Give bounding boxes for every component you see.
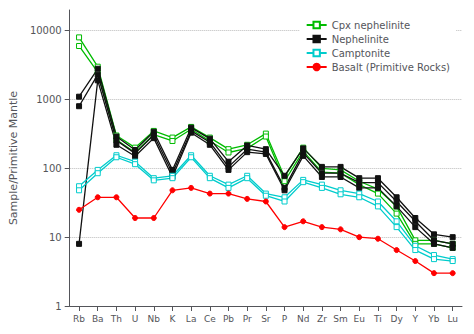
svg-text:Pb: Pb	[223, 314, 234, 324]
svg-text:Pr: Pr	[243, 314, 252, 324]
svg-text:U: U	[132, 314, 139, 324]
svg-text:10000: 10000	[30, 25, 62, 36]
svg-text:Camptonite: Camptonite	[332, 48, 390, 59]
svg-text:Dy: Dy	[390, 314, 403, 324]
svg-text:Zr: Zr	[317, 314, 327, 324]
svg-text:Sm: Sm	[333, 314, 347, 324]
svg-text:1000: 1000	[36, 94, 61, 105]
svg-text:Ce: Ce	[204, 314, 216, 324]
svg-text:10: 10	[49, 232, 62, 243]
svg-text:Th: Th	[110, 314, 122, 324]
svg-text:Sr: Sr	[261, 314, 271, 324]
svg-text:Cpx nephelinite: Cpx nephelinite	[332, 20, 411, 31]
svg-text:La: La	[186, 314, 197, 324]
svg-text:Sample/Primitive Mantle: Sample/Primitive Mantle	[7, 91, 20, 225]
svg-text:P: P	[282, 314, 288, 324]
svg-text:1: 1	[55, 301, 61, 312]
svg-text:Ti: Ti	[373, 314, 382, 324]
svg-text:Nd: Nd	[297, 314, 309, 324]
svg-text:Eu: Eu	[354, 314, 365, 324]
svg-text:Lu: Lu	[447, 314, 458, 324]
svg-text:Ba: Ba	[92, 314, 104, 324]
svg-text:Basalt (Primitive Rocks): Basalt (Primitive Rocks)	[332, 62, 450, 73]
svg-text:K: K	[170, 314, 177, 324]
svg-text:Yb: Yb	[427, 314, 439, 324]
svg-text:100: 100	[43, 163, 62, 174]
svg-text:Nephelinite: Nephelinite	[332, 34, 389, 45]
svg-text:Y: Y	[412, 314, 419, 324]
svg-text:Rb: Rb	[73, 314, 85, 324]
svg-text:Nb: Nb	[148, 314, 161, 324]
